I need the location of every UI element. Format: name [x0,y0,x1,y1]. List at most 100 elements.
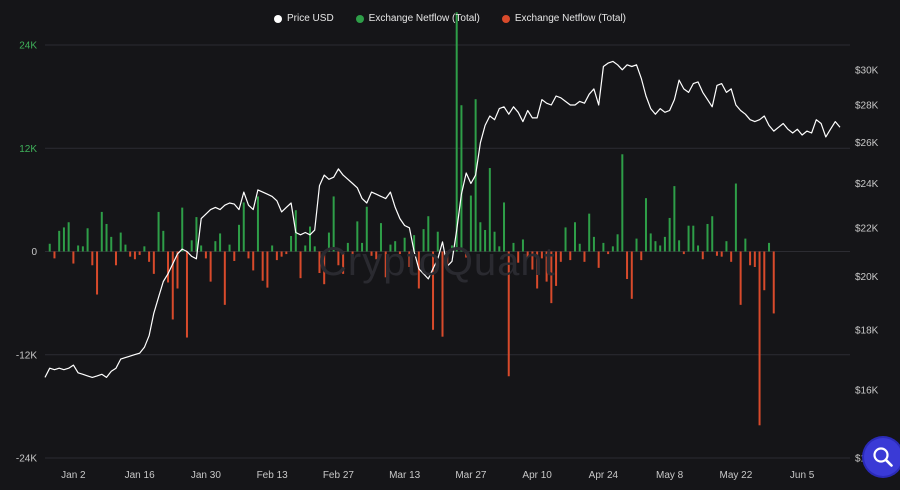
legend-dot-outflow [501,14,510,23]
netflow-bar [167,251,170,283]
netflow-bar [285,251,288,255]
legend-label-outflow: Exchange Netflow (Total) [514,13,627,24]
netflow-bar [673,186,676,252]
right-axis-tick: $20K [855,272,879,283]
x-axis-tick: Apr 10 [522,470,552,481]
netflow-bar [351,251,354,255]
netflow-bar [148,251,151,262]
netflow-bar [711,216,714,252]
netflow-bar [181,207,184,252]
netflow-bar [626,251,629,280]
netflow-bar [247,251,250,259]
netflow-bar [730,251,733,262]
netflow-bar [72,251,75,264]
netflow-bar [758,251,761,426]
netflow-bar [715,251,718,256]
netflow-bar [242,202,245,252]
netflow-bar [58,230,61,252]
netflow-bar [659,245,662,252]
netflow-bar [81,246,84,252]
netflow-bar [597,251,600,268]
netflow-bar [209,251,212,282]
x-axis-tick: Apr 24 [589,470,619,481]
netflow-bar [559,251,562,262]
netflow-bar [753,251,756,267]
netflow-bar [361,242,364,252]
netflow-bar [389,244,392,252]
netflow-bar [678,240,681,252]
netflow-bar [488,168,491,252]
netflow-bar [692,225,695,252]
netflow-bar [337,251,340,266]
netflow-bar [607,251,610,255]
netflow-bar [682,251,685,255]
netflow-bar [185,251,188,338]
netflow-bars [48,12,775,426]
netflow-bar [446,251,449,265]
netflow-bar [720,251,723,257]
netflow-bar [630,251,633,299]
netflow-bar [365,206,368,252]
price-line [44,60,841,378]
x-axis-tick: Feb 27 [323,470,355,481]
netflow-bar [271,245,274,252]
netflow-bar [332,196,335,252]
netflow-bar [96,251,99,295]
netflow-bar [323,251,326,285]
netflow-bar [734,183,737,252]
netflow-bar [67,222,70,252]
netflow-bar [578,243,581,252]
netflow-bar [706,223,709,252]
netflow-bar [275,251,278,261]
netflow-bar [564,227,567,252]
netflow-bar [256,196,259,252]
left-axis-tick: -24K [16,454,37,465]
netflow-bar [640,251,643,261]
netflow-bar [157,211,160,252]
netflow-bar [318,251,321,274]
netflow-bar [526,251,529,258]
netflow-bar [261,251,264,281]
netflow-bar [133,251,136,260]
netflow-bar [346,242,349,252]
netflow-bar [290,236,293,252]
right-axis-tick: $30K [855,65,879,76]
left-axis-tick: 12K [19,144,37,155]
x-axis-tick: Mar 13 [389,470,421,481]
netflow-bar [299,251,302,279]
netflow-bar [214,241,217,252]
netflow-bar [313,246,316,252]
netflow-bar [768,242,771,252]
legend-item-inflow[interactable]: Exchange Netflow (Total) [355,13,480,24]
netflow-bar [327,232,330,252]
zoom-button[interactable] [864,438,900,476]
netflow-bar [507,251,510,377]
netflow-bar [763,251,766,291]
legend-dot-price [273,14,282,23]
netflow-bar [143,246,146,252]
netflow-bar [62,227,65,252]
netflow-bar [233,251,236,261]
right-axis-tick: $22K [855,223,879,234]
legend-item-outflow[interactable]: Exchange Netflow (Total) [501,13,627,24]
netflow-bar [697,245,700,252]
netflow-bar [266,251,269,288]
netflow-bar [536,251,539,289]
netflow-bar [114,251,117,266]
netflow-bar [531,251,534,270]
netflow-bar [228,244,231,252]
right-axis-tick: $16K [855,385,879,396]
netflow-bar [739,251,742,305]
netflow-bar [408,251,411,267]
netflow-bar [417,251,420,289]
netflow-bar [309,226,311,252]
netflow-bar [592,236,595,252]
netflow-bar [725,241,728,252]
right-axis-tick: $26K [855,138,879,149]
netflow-bar [479,222,482,252]
netflow-bar [687,225,690,252]
legend-item-price[interactable]: Price USD [273,13,334,24]
netflow-bar [171,251,174,320]
netflow-bar [749,251,752,266]
netflow-bar [375,251,378,260]
